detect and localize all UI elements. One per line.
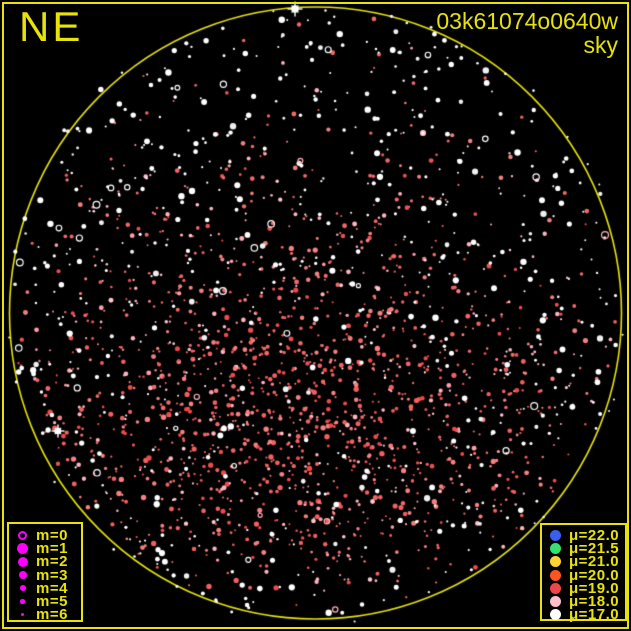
legend-row: μ=21.5: [542, 540, 625, 558]
magenta-dot-symbol: [20, 599, 25, 604]
legend-label: m=4: [36, 579, 68, 597]
symbol-cell: [542, 569, 569, 581]
legend-row: μ=17.0: [542, 606, 625, 624]
mu-color-swatch: [550, 543, 561, 555]
magenta-dot-symbol: [17, 543, 28, 555]
symbol-cell: [9, 543, 36, 555]
legend-label: m=1: [36, 540, 68, 558]
magenta-dot-symbol: [17, 556, 28, 567]
mu-color-swatch: [550, 569, 561, 581]
legend-label: μ=17.0: [569, 606, 620, 624]
legend-row: m=4: [9, 579, 81, 597]
plot-subtitle: sky: [583, 32, 619, 58]
magenta-ring-symbol: [18, 531, 27, 541]
symbol-cell: [9, 585, 36, 592]
mu-color-swatch: [550, 556, 561, 568]
symbol-cell: [542, 609, 569, 621]
legend-label: m=5: [36, 593, 68, 611]
legend-label: μ=21.0: [569, 553, 620, 571]
legend-label: μ=22.0: [569, 527, 620, 545]
legend-row: m=2: [9, 553, 81, 571]
symbol-cell: [542, 543, 569, 555]
legend-label: m=6: [36, 606, 68, 624]
legend-label: μ=19.0: [569, 579, 620, 597]
mu-color-swatch: [550, 609, 561, 621]
symbol-cell: [9, 599, 36, 604]
legend-row: m=6: [9, 606, 81, 624]
symbol-cell: [542, 582, 569, 594]
legend-row: μ=18.0: [542, 593, 625, 611]
symbol-cell: [9, 571, 36, 580]
symbol-cell: [9, 613, 36, 617]
surface-brightness-legend: μ=22.0 μ=21.5 μ=21.0 μ=20.0 μ=19.0 μ=18.…: [540, 523, 627, 624]
magnitude-size-legend: m=0 m=1 m=2 m=3 m=4 m=5 m=6: [7, 522, 83, 624]
symbol-cell: [9, 556, 36, 567]
mu-color-swatch: [550, 530, 561, 542]
legend-label: μ=20.0: [569, 566, 620, 584]
legend-row: μ=22.0: [542, 527, 625, 545]
legend-label: μ=18.0: [569, 593, 620, 611]
mu-color-swatch: [550, 582, 561, 594]
symbol-cell: [9, 531, 36, 541]
symbol-cell: [542, 556, 569, 568]
orientation-label: NE: [19, 3, 84, 50]
symbol-cell: [542, 530, 569, 542]
magenta-dot-symbol: [18, 571, 27, 580]
legend-row: m=5: [9, 593, 81, 611]
plot-title: 03k61074o0640w: [436, 8, 618, 34]
legend-label: m=2: [36, 553, 68, 571]
legend-label: m=0: [36, 527, 68, 545]
mu-color-swatch: [550, 596, 561, 608]
legend-label: μ=21.5: [569, 540, 620, 558]
legend-row: μ=19.0: [542, 579, 625, 597]
legend-row: μ=20.0: [542, 566, 625, 584]
legend-row: μ=21.0: [542, 553, 625, 571]
symbol-cell: [542, 596, 569, 608]
legend-label: m=3: [36, 566, 68, 584]
magenta-dot-symbol: [19, 585, 26, 592]
legend-row: m=0: [9, 527, 81, 545]
legend-row: m=1: [9, 540, 81, 558]
legend-row: m=3: [9, 566, 81, 584]
magenta-dot-symbol: [21, 613, 24, 617]
